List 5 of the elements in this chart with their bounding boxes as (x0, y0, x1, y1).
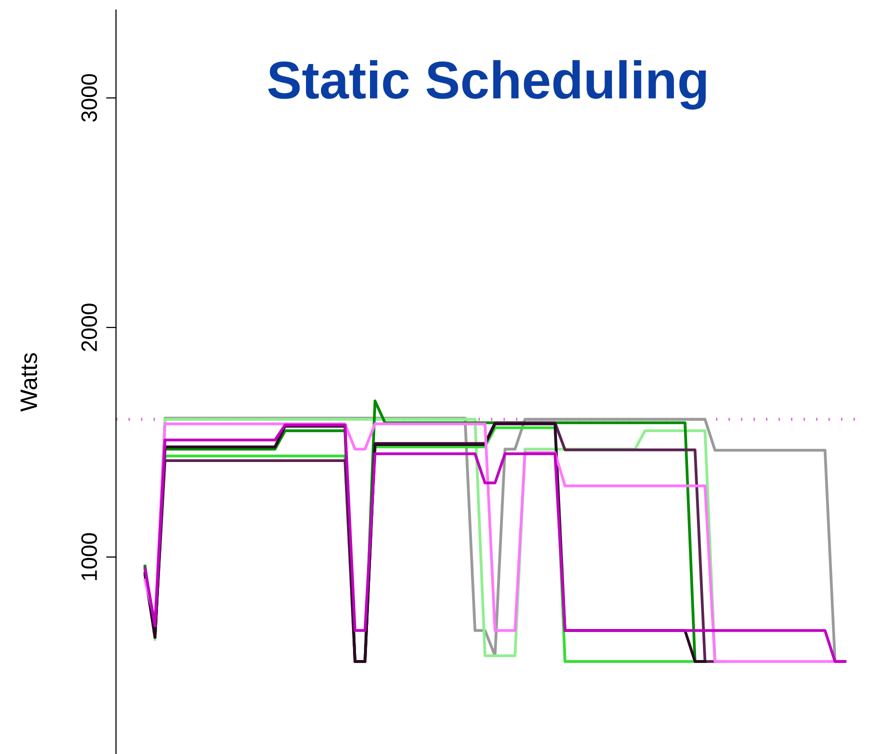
y-axis-title: Watts (20, 353, 38, 412)
text: Static Scheduling (268, 60, 706, 110)
y-tick-label: 3000 (81, 74, 98, 122)
y-tick-label: 1000 (81, 533, 98, 580)
y-tick-label: 2000 (81, 304, 98, 352)
